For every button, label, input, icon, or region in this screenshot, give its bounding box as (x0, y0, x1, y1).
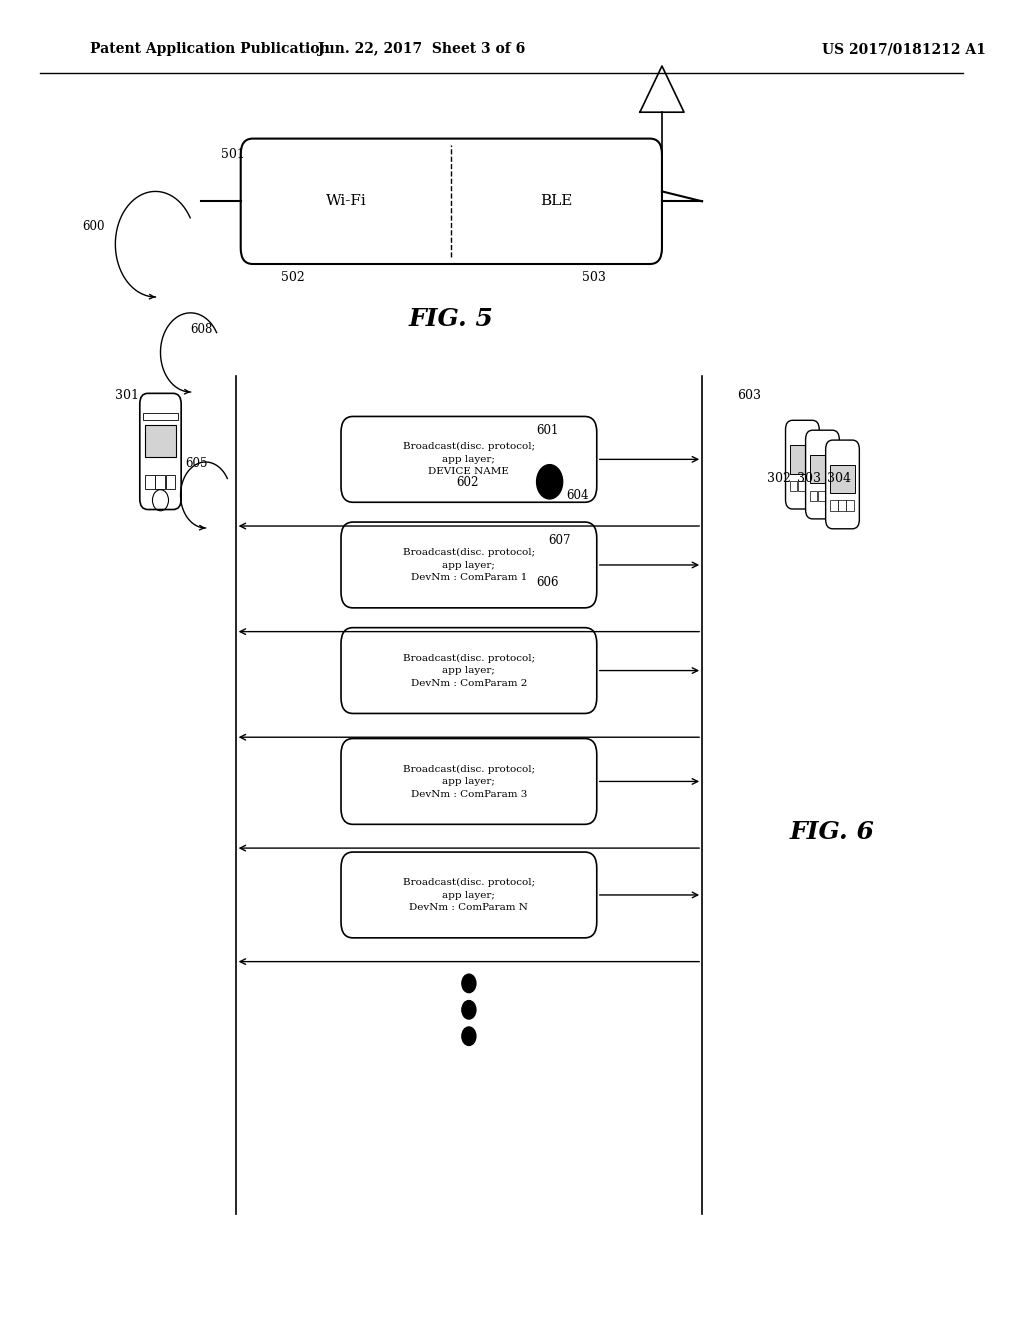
Text: FIG. 6: FIG. 6 (791, 820, 874, 843)
FancyBboxPatch shape (341, 628, 597, 713)
Bar (798, 480, 806, 491)
FancyBboxPatch shape (341, 521, 597, 607)
Bar (846, 500, 854, 511)
FancyBboxPatch shape (825, 440, 859, 529)
Bar (144, 475, 155, 488)
Bar (826, 491, 834, 502)
Text: BLE: BLE (541, 194, 572, 209)
Bar (790, 445, 815, 474)
Polygon shape (640, 66, 684, 112)
Circle shape (462, 1027, 476, 1045)
Text: Wi-Fi: Wi-Fi (326, 194, 367, 209)
Bar (144, 425, 176, 457)
Text: 608: 608 (190, 322, 213, 335)
Text: 501: 501 (220, 148, 245, 161)
Bar (790, 480, 798, 491)
FancyBboxPatch shape (806, 430, 840, 519)
Text: 606: 606 (537, 576, 559, 589)
Bar (829, 500, 838, 511)
Text: 603: 603 (737, 388, 761, 401)
Text: 604: 604 (566, 488, 589, 502)
Text: Broadcast(disc. protocol;
app layer;
DevNm : ComParam N: Broadcast(disc. protocol; app layer; Dev… (402, 878, 535, 912)
Text: 607: 607 (549, 533, 571, 546)
FancyBboxPatch shape (341, 416, 597, 502)
Bar (818, 491, 825, 502)
FancyBboxPatch shape (140, 393, 181, 510)
Circle shape (462, 974, 476, 993)
Circle shape (537, 465, 562, 499)
Text: 600: 600 (82, 219, 104, 232)
Text: Broadcast(disc. protocol;
app layer;
DevNm : ComParam 2: Broadcast(disc. protocol; app layer; Dev… (402, 653, 535, 688)
Bar (810, 491, 817, 502)
Text: Patent Application Publication: Patent Application Publication (90, 42, 330, 57)
Bar (810, 455, 836, 483)
Bar (829, 465, 855, 494)
Text: 503: 503 (582, 271, 605, 284)
Bar (142, 413, 178, 420)
Text: 605: 605 (185, 457, 208, 470)
FancyBboxPatch shape (341, 853, 597, 937)
Text: Jun. 22, 2017  Sheet 3 of 6: Jun. 22, 2017 Sheet 3 of 6 (317, 42, 525, 57)
Text: 602: 602 (457, 475, 479, 488)
Text: Broadcast(disc. protocol;
app layer;
DevNm : ComParam 1: Broadcast(disc. protocol; app layer; Dev… (402, 548, 535, 582)
FancyBboxPatch shape (341, 739, 597, 824)
Text: FIG. 5: FIG. 5 (409, 308, 494, 331)
Bar (156, 475, 165, 488)
Bar (166, 475, 175, 488)
Text: 601: 601 (537, 424, 559, 437)
Text: 301: 301 (116, 388, 139, 401)
Circle shape (462, 1001, 476, 1019)
FancyBboxPatch shape (785, 420, 819, 510)
Text: 304: 304 (827, 471, 851, 484)
Text: Broadcast(disc. protocol;
app layer;
DEVICE NAME: Broadcast(disc. protocol; app layer; DEV… (402, 442, 535, 477)
Text: Broadcast(disc. protocol;
app layer;
DevNm : ComParam 3: Broadcast(disc. protocol; app layer; Dev… (402, 764, 535, 799)
Text: 502: 502 (281, 271, 304, 284)
Text: 303: 303 (798, 471, 821, 484)
Text: 302: 302 (767, 471, 792, 484)
Bar (806, 480, 814, 491)
Bar (838, 500, 846, 511)
Text: US 2017/0181212 A1: US 2017/0181212 A1 (822, 42, 986, 57)
